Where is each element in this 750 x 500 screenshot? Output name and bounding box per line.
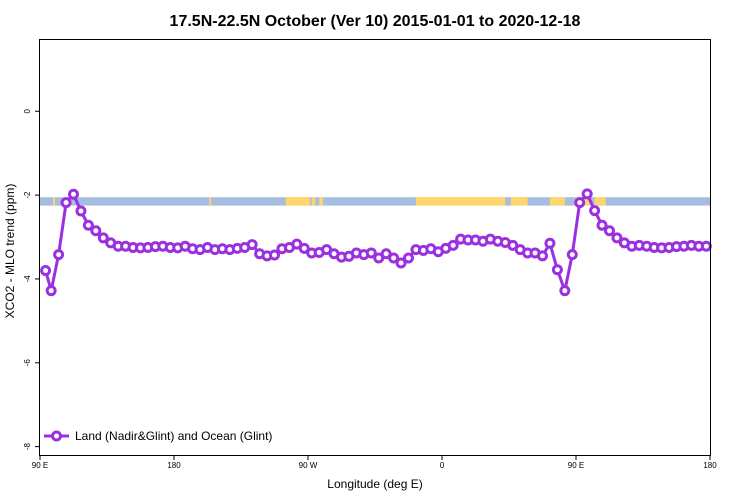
data-point <box>537 250 548 262</box>
y-axis-label: XCO2 - MLO trend (ppm) <box>3 184 17 319</box>
x-tick-label: 90 W <box>299 461 318 470</box>
x-tick-label: 0 <box>440 461 445 470</box>
x-tick-label: 90 E <box>32 461 48 470</box>
data-point <box>596 219 608 231</box>
land-segment <box>415 197 506 206</box>
data-point <box>551 264 563 276</box>
land-segment <box>549 197 565 206</box>
data-point <box>45 285 57 297</box>
land-segment <box>319 197 323 206</box>
ocean-strip <box>40 197 710 206</box>
data-point <box>544 237 556 249</box>
data-point <box>388 252 400 264</box>
data-point <box>700 240 712 252</box>
land-segment <box>510 197 528 206</box>
data-point <box>581 188 593 200</box>
data-point <box>298 242 310 254</box>
data-point <box>90 225 102 237</box>
data-point <box>53 249 65 261</box>
land-segment <box>311 197 316 206</box>
land-segment <box>53 197 55 206</box>
data-point <box>82 219 94 231</box>
data-point <box>75 205 87 217</box>
y-tick-label: -2 <box>23 191 32 199</box>
x-axis-label: Longitude (deg E) <box>327 477 422 491</box>
data-point <box>68 188 79 200</box>
land-segment <box>209 197 212 206</box>
data-point <box>447 239 459 251</box>
y-tick-label: -4 <box>23 275 32 283</box>
data-point <box>40 265 52 277</box>
data-point <box>97 232 109 244</box>
axes: 0 -2 -4 -6 -8 90 E 180 90 W 0 90 E 180 <box>23 108 717 470</box>
land-segment <box>285 197 310 206</box>
data-point <box>589 205 601 217</box>
x-tick-label: 180 <box>167 461 181 470</box>
chart-title: 17.5N-22.5N October (Ver 10) 2015-01-01 … <box>170 13 581 30</box>
data-point <box>566 249 578 261</box>
x-tick-label: 90 E <box>568 461 584 470</box>
series-line <box>44 192 707 293</box>
data-point <box>269 249 280 261</box>
data-point <box>611 232 623 244</box>
legend-label: Land (Nadir&Glint) and Ocean (Glint) <box>75 429 272 443</box>
data-point <box>60 197 72 209</box>
y-tick-label: -6 <box>23 359 32 367</box>
y-tick-label: -8 <box>23 443 32 451</box>
data-point <box>395 257 407 269</box>
plot-area <box>40 188 712 297</box>
x-tick-label: 180 <box>703 461 717 470</box>
data-point <box>559 285 571 297</box>
plot-frame <box>39 39 711 456</box>
data-point <box>403 252 414 264</box>
data-point <box>246 239 258 251</box>
legend-marker <box>51 430 62 442</box>
land-segment <box>594 197 606 206</box>
y-tick-label: 0 <box>23 108 32 113</box>
data-point <box>604 225 615 237</box>
data-point <box>574 197 586 209</box>
data-point <box>365 247 377 259</box>
legend: Land (Nadir&Glint) and Ocean (Glint) <box>44 429 272 443</box>
